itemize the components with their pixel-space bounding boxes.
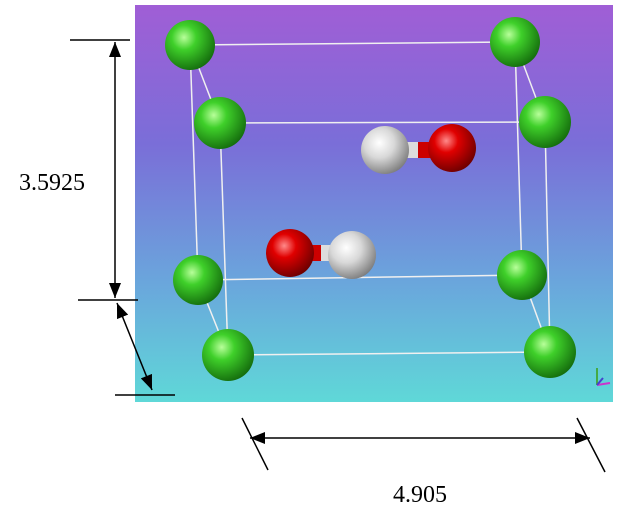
height-label: 3.5925 <box>19 170 85 196</box>
diagram: 3.5925 4.905 <box>0 0 618 514</box>
width-label: 4.905 <box>393 482 447 508</box>
